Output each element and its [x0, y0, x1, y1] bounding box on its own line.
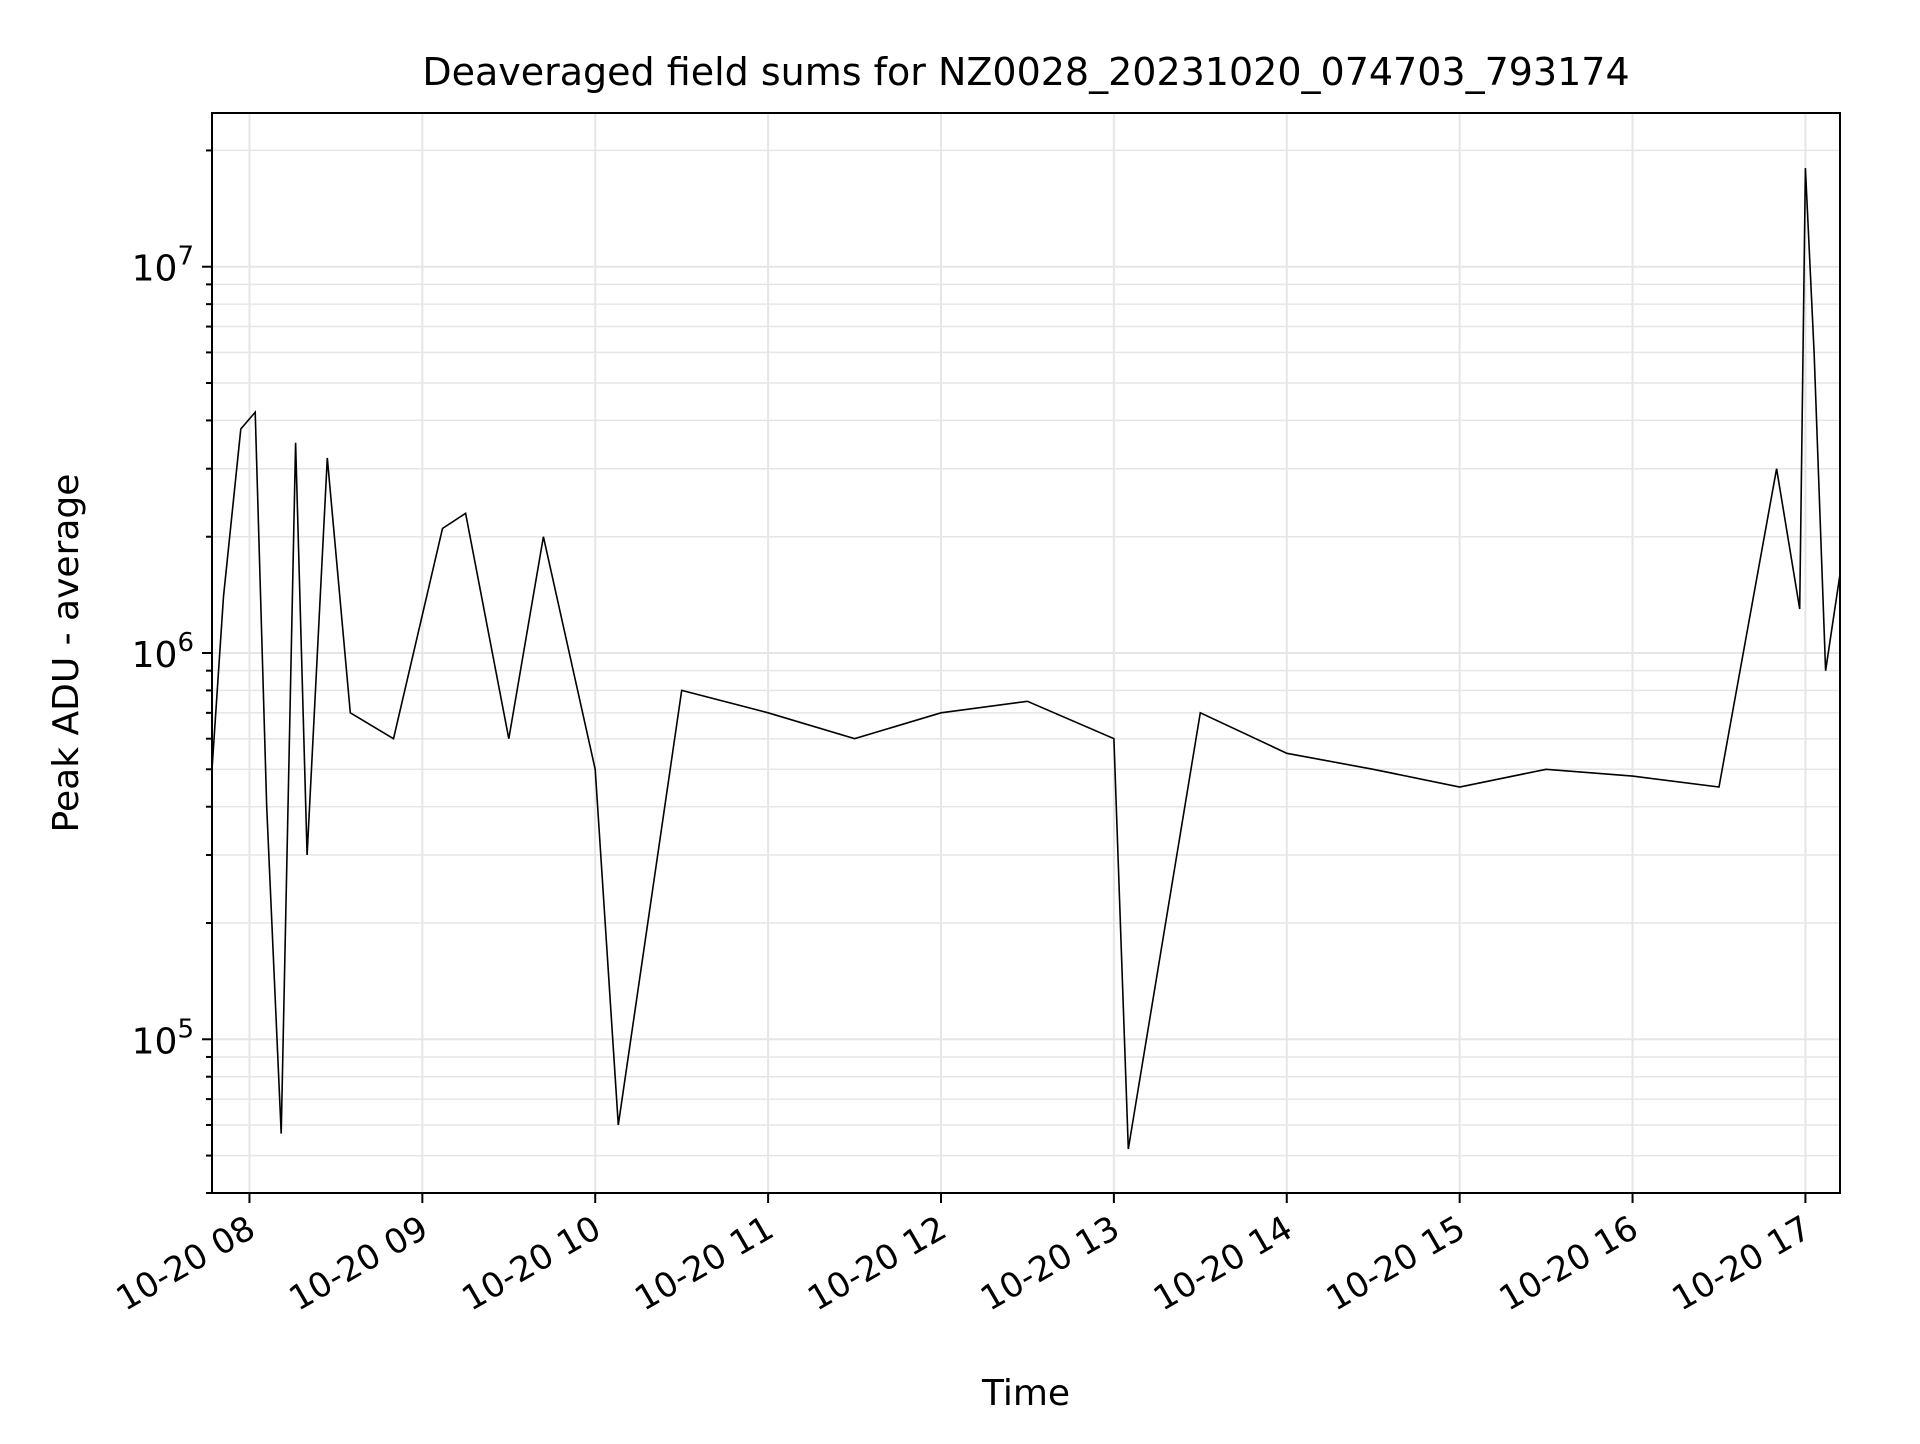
y-axis-label: Peak ADU - average [46, 474, 87, 833]
x-axis-label: Time [981, 1373, 1070, 1414]
y-axis: 105 106 107 [132, 149, 212, 1194]
y-tick-label: 105 [132, 1014, 194, 1062]
chart-title: Deaveraged field sums for NZ0028_2023102… [422, 50, 1629, 94]
series-layer [211, 168, 1841, 1150]
grid [212, 113, 1840, 1194]
y-tick-label: 106 [132, 628, 194, 676]
series-line [211, 168, 1841, 1150]
y-tick-label: 107 [132, 242, 194, 290]
